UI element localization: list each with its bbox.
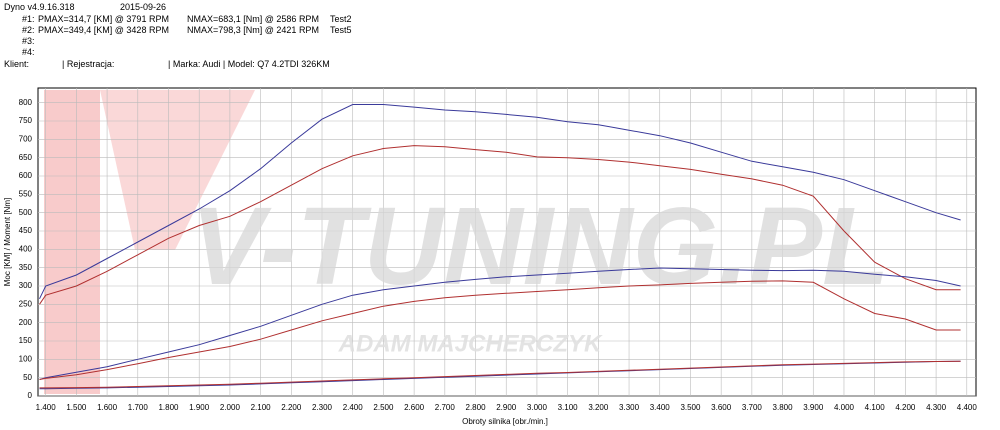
x-tick-label: 2.600 [404, 403, 425, 412]
x-tick-label: 1.500 [66, 403, 87, 412]
x-tick-label: 2.700 [435, 403, 456, 412]
y-tick-label: 550 [19, 189, 33, 198]
watermark-v [100, 90, 255, 250]
x-tick-label: 4.000 [834, 403, 855, 412]
y-tick-label: 0 [28, 391, 33, 400]
series-line [39, 267, 961, 380]
x-tick-label: 3.300 [619, 403, 640, 412]
x-tick-label: 1.800 [158, 403, 179, 412]
watermark-sub: ADAM MAJCHERCZYK [338, 330, 603, 357]
x-tick-label: 3.700 [742, 403, 763, 412]
x-tick-label: 2.000 [220, 403, 241, 412]
x-tick-label: 1.900 [189, 403, 210, 412]
y-tick-label: 250 [19, 299, 33, 308]
y-tick-label: 650 [19, 153, 33, 162]
x-tick-label: 3.600 [711, 403, 732, 412]
series-line [39, 145, 961, 305]
nmax: NMAX=683,1 [Nm] @ 2586 RPM [187, 14, 319, 24]
test-name: Test2 [330, 14, 352, 24]
watermark-band [44, 90, 100, 394]
x-tick-label: 2.300 [312, 403, 333, 412]
nmax: NMAX=798,3 [Nm] @ 2421 RPM [187, 25, 319, 35]
x-tick-label: 3.500 [680, 403, 701, 412]
y-tick-label: 50 [23, 373, 32, 382]
test-label: #1: [22, 14, 35, 24]
x-tick-label: 2.100 [251, 403, 272, 412]
x-tick-label: 2.400 [343, 403, 364, 412]
x-tick-label: 2.200 [281, 403, 302, 412]
y-tick-label: 100 [19, 354, 33, 363]
test-label: #2: [22, 25, 35, 35]
y-tick-label: 750 [19, 116, 33, 125]
y-tick-label: 400 [19, 244, 33, 253]
pmax: PMAX=349,4 [KM] @ 3428 RPM [38, 25, 169, 35]
y-tick-label: 600 [19, 171, 33, 180]
x-tick-label: 4.300 [926, 403, 947, 412]
y-tick-label: 300 [19, 281, 33, 290]
pmax: PMAX=314,7 [KM] @ 3791 RPM [38, 14, 169, 24]
x-tick-label: 3.100 [558, 403, 579, 412]
x-tick-label: 2.900 [496, 403, 517, 412]
x-tick-label: 1.700 [128, 403, 149, 412]
y-axis-title: Moc [KM] / Moment [Nm] [3, 198, 12, 286]
x-tick-label: 4.200 [895, 403, 916, 412]
x-tick-label: 3.000 [527, 403, 548, 412]
y-tick-label: 800 [19, 98, 33, 107]
watermark: V-TUNING.PL [191, 185, 890, 308]
series-line [39, 104, 961, 300]
y-tick-label: 350 [19, 263, 33, 272]
y-tick-label: 200 [19, 318, 33, 327]
app-version: Dyno v4.9.16.318 [4, 2, 75, 12]
test-label: #4: [22, 47, 35, 57]
x-tick-label: 3.200 [588, 403, 609, 412]
registration: | Rejestracja: [62, 59, 115, 69]
test-label: #3: [22, 36, 35, 46]
x-tick-label: 3.900 [803, 403, 824, 412]
y-tick-label: 700 [19, 134, 33, 143]
series-line [39, 280, 961, 380]
y-tick-label: 450 [19, 226, 33, 235]
y-tick-label: 150 [19, 336, 33, 345]
y-tick-label: 500 [19, 208, 33, 217]
x-tick-label: 4.400 [957, 403, 978, 412]
x-tick-label: 2.800 [466, 403, 487, 412]
test-date: 2015-09-26 [120, 2, 167, 12]
x-tick-label: 2.500 [373, 403, 394, 412]
vehicle: | Marka: Audi | Model: Q7 4.2TDI 326KM [168, 59, 330, 69]
x-tick-label: 1.400 [36, 403, 57, 412]
x-tick-label: 3.800 [773, 403, 794, 412]
x-tick-label: 4.100 [865, 403, 886, 412]
x-axis-title: Obroty silnika [obr./min.] [462, 417, 548, 426]
x-tick-label: 1.600 [97, 403, 118, 412]
series-line [39, 360, 961, 389]
test-name: Test5 [330, 25, 352, 35]
x-tick-label: 3.400 [650, 403, 671, 412]
client: Klient: [4, 59, 30, 69]
